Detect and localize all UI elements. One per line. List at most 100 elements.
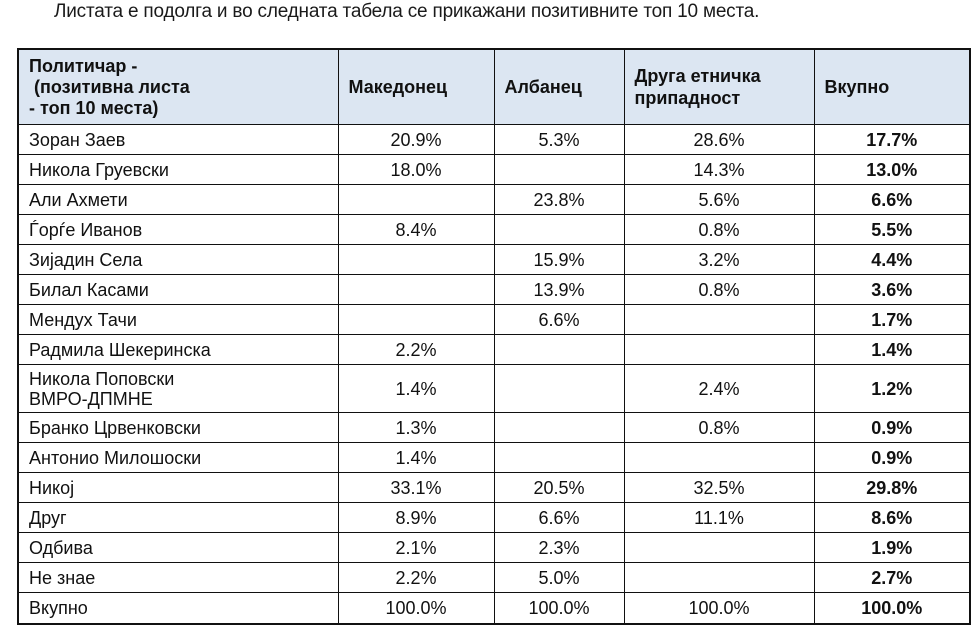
- cell-macedonian: 2.1%: [337, 532, 495, 563]
- cell-other: 0.8%: [623, 214, 815, 245]
- cell-macedonian: 1.4%: [337, 364, 495, 413]
- cell-albanian: 5.0%: [493, 562, 625, 593]
- cell-macedonian: 8.4%: [337, 214, 495, 245]
- cell-albanian: 13.9%: [493, 274, 625, 305]
- cell-albanian: 100.0%: [493, 592, 625, 625]
- table-row: Али Ахмети 23.8% 5.6% 6.6%: [17, 184, 971, 215]
- cell-macedonian: 8.9%: [337, 502, 495, 533]
- cell-albanian: 20.5%: [493, 472, 625, 503]
- header-politician-line1: Политичар -: [29, 55, 138, 76]
- table-row: Никола Груевски 18.0% 14.3% 13.0%: [17, 154, 971, 185]
- cell-albanian: 15.9%: [493, 244, 625, 275]
- cell-albanian: 5.3%: [493, 124, 625, 155]
- table-row: Билал Касами 13.9% 0.8% 3.6%: [17, 274, 971, 305]
- table-total-row: Вкупно 100.0% 100.0% 100.0% 100.0%: [17, 592, 971, 625]
- table-row: Радмила Шекеринска 2.2% 1.4%: [17, 334, 971, 365]
- cell-other: [623, 334, 815, 365]
- cell-macedonian: 2.2%: [337, 334, 495, 365]
- cell-other: 3.2%: [623, 244, 815, 275]
- cell-name: Зијадин Села: [17, 244, 339, 275]
- cell-macedonian: 100.0%: [337, 592, 495, 625]
- cell-other: [623, 532, 815, 563]
- cell-name: Антонио Милошоски: [17, 442, 339, 473]
- cell-name: Друг: [17, 502, 339, 533]
- cell-name-line1: Никола Поповски: [29, 368, 175, 389]
- header-politician-line2: (позитивна листа: [29, 76, 190, 97]
- cell-total: 1.2%: [813, 364, 971, 413]
- cell-name: Никола Груевски: [17, 154, 339, 185]
- cell-other: [623, 442, 815, 473]
- cell-name: Вкупно: [17, 592, 339, 625]
- header-other-ethnicity: Друга етничка припадност: [623, 48, 815, 125]
- header-macedonian: Македонец: [337, 48, 495, 125]
- cell-other: [623, 562, 815, 593]
- cell-name: Никој: [17, 472, 339, 503]
- cell-total: 1.9%: [813, 532, 971, 563]
- cell-other: 14.3%: [623, 154, 815, 185]
- cell-name: Никола Поповски ВМРО-ДПМНЕ: [17, 364, 339, 413]
- table-row: Антонио Милошоски 1.4% 0.9%: [17, 442, 971, 473]
- cell-total: 1.7%: [813, 304, 971, 335]
- cell-total: 2.7%: [813, 562, 971, 593]
- cell-name: Мендух Тачи: [17, 304, 339, 335]
- cell-other: 28.6%: [623, 124, 815, 155]
- table-row: Никој 33.1% 20.5% 32.5% 29.8%: [17, 472, 971, 503]
- cell-name-line2: ВМРО-ДПМНЕ: [29, 388, 153, 409]
- cell-macedonian: 1.3%: [337, 412, 495, 443]
- cell-other: 2.4%: [623, 364, 815, 413]
- cell-albanian: 2.3%: [493, 532, 625, 563]
- cell-total: 5.5%: [813, 214, 971, 245]
- cell-name: Билал Касами: [17, 274, 339, 305]
- cell-albanian: [493, 442, 625, 473]
- cell-total: 4.4%: [813, 244, 971, 275]
- cell-albanian: [493, 214, 625, 245]
- table-row: Ѓорѓе Иванов 8.4% 0.8% 5.5%: [17, 214, 971, 245]
- cell-albanian: [493, 412, 625, 443]
- cell-other: 0.8%: [623, 274, 815, 305]
- header-politician: Политичар - (позитивна листа - топ 10 ме…: [17, 48, 339, 125]
- cell-total: 8.6%: [813, 502, 971, 533]
- cell-name: Али Ахмети: [17, 184, 339, 215]
- cell-name: Ѓорѓе Иванов: [17, 214, 339, 245]
- table-row: Бранко Црвенковски 1.3% 0.8% 0.9%: [17, 412, 971, 443]
- cell-total: 1.4%: [813, 334, 971, 365]
- cell-total: 6.6%: [813, 184, 971, 215]
- table-row: Зијадин Села 15.9% 3.2% 4.4%: [17, 244, 971, 275]
- cell-macedonian: 33.1%: [337, 472, 495, 503]
- cell-macedonian: 18.0%: [337, 154, 495, 185]
- cell-albanian: [493, 154, 625, 185]
- cell-albanian: 23.8%: [493, 184, 625, 215]
- header-politician-line3: - топ 10 места): [29, 97, 159, 118]
- cell-macedonian: [337, 304, 495, 335]
- intro-text: Листата е подолга и во следната табела с…: [54, 1, 760, 22]
- cell-name: Радмила Шекеринска: [17, 334, 339, 365]
- cell-albanian: [493, 364, 625, 413]
- cell-total: 0.9%: [813, 412, 971, 443]
- table-row: Друг 8.9% 6.6% 11.1% 8.6%: [17, 502, 971, 533]
- cell-total: 100.0%: [813, 592, 971, 625]
- cell-other: 11.1%: [623, 502, 815, 533]
- cell-macedonian: [337, 244, 495, 275]
- cell-other: 5.6%: [623, 184, 815, 215]
- cell-macedonian: [337, 274, 495, 305]
- table-header-row: Политичар - (позитивна листа - топ 10 ме…: [17, 48, 971, 125]
- cell-other: 32.5%: [623, 472, 815, 503]
- header-albanian: Албанец: [493, 48, 625, 125]
- cell-total: 3.6%: [813, 274, 971, 305]
- header-total: Вкупно: [813, 48, 971, 125]
- positive-top10-table: Политичар - (позитивна листа - топ 10 ме…: [17, 48, 971, 625]
- cell-total: 17.7%: [813, 124, 971, 155]
- table-row: Одбива 2.1% 2.3% 1.9%: [17, 532, 971, 563]
- cell-macedonian: 20.9%: [337, 124, 495, 155]
- cell-albanian: [493, 334, 625, 365]
- cell-total: 13.0%: [813, 154, 971, 185]
- cell-macedonian: 1.4%: [337, 442, 495, 473]
- cell-total: 29.8%: [813, 472, 971, 503]
- table-row: Никола Поповски ВМРО-ДПМНЕ 1.4% 2.4% 1.2%: [17, 364, 971, 413]
- header-other-line1: Друга етничка: [634, 66, 761, 86]
- cell-name: Одбива: [17, 532, 339, 563]
- cell-albanian: 6.6%: [493, 304, 625, 335]
- cell-total: 0.9%: [813, 442, 971, 473]
- header-other-line2: припадност: [634, 88, 741, 108]
- cell-name: Бранко Црвенковски: [17, 412, 339, 443]
